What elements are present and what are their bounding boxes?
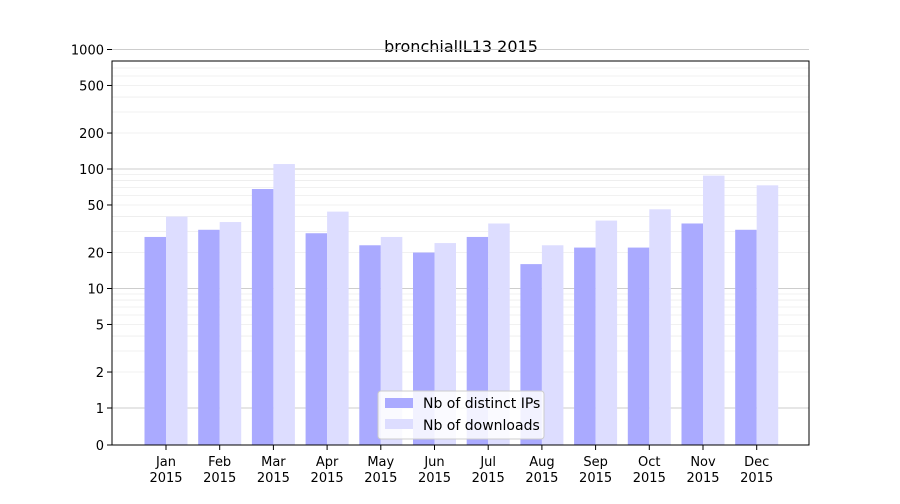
- x-tick-label-line: Nov: [690, 455, 716, 470]
- y-tick-label: 2: [96, 366, 104, 381]
- y-tick-label: 100: [79, 163, 104, 178]
- x-tick-label: Sep 2015: [579, 455, 612, 486]
- x-tick-label-line: Mar: [261, 455, 286, 470]
- x-tick-label-line: 2015: [203, 471, 236, 486]
- x-tick-label: Oct 2015: [633, 455, 666, 486]
- legend-swatch-distinct-ips: [385, 398, 413, 408]
- bar-distinct-ips: [144, 236, 166, 445]
- x-tick-label: Feb 2015: [203, 455, 236, 486]
- legend-box: [377, 390, 545, 440]
- x-tick-label: Apr 2015: [311, 455, 344, 486]
- x-tick-label: Nov 2015: [686, 455, 719, 486]
- bar-downloads: [756, 185, 779, 445]
- bar-downloads: [649, 209, 671, 445]
- x-tick-label-line: Apr: [316, 455, 339, 470]
- x-tick-label-line: 2015: [364, 471, 397, 486]
- legend: Nb of distinct IPs Nb of downloads: [377, 390, 545, 440]
- y-tick-label: 50: [87, 199, 104, 214]
- x-tick-label-line: 2015: [686, 471, 719, 486]
- x-tick-label-line: May: [367, 455, 394, 470]
- bar-downloads: [703, 175, 725, 445]
- y-tick-label: 20: [87, 247, 104, 262]
- y-tick-label: 1000: [71, 44, 104, 59]
- chart-title: bronchialIL13 2015: [384, 37, 538, 56]
- x-tick-label-line: 2015: [472, 471, 505, 486]
- y-tick-label: 500: [79, 79, 104, 94]
- x-tick-label-line: Jun: [423, 455, 444, 470]
- bar-distinct-ips: [681, 223, 703, 445]
- y-tick-label: 200: [79, 127, 104, 142]
- x-tick-label-line: 2015: [418, 471, 451, 486]
- x-tick-label-line: 2015: [579, 471, 612, 486]
- bar-distinct-ips: [305, 233, 328, 445]
- y-tick-label: 5: [96, 318, 104, 333]
- x-tick-label-line: 2015: [740, 471, 773, 486]
- bar-distinct-ips: [627, 247, 650, 445]
- x-tick-label-line: 2015: [633, 471, 666, 486]
- legend-label-downloads: Nb of downloads: [423, 418, 540, 434]
- bar-distinct-ips: [735, 229, 757, 445]
- x-tick-label-line: Oct: [638, 455, 660, 470]
- y-tick-label: 0: [96, 439, 104, 454]
- x-tick-label-line: 2015: [311, 471, 344, 486]
- bar-downloads: [166, 216, 188, 445]
- x-tick-label-line: 2015: [525, 471, 558, 486]
- bar-downloads: [219, 222, 242, 445]
- x-tick-label: Mar 2015: [257, 455, 290, 486]
- x-tick-label-line: Feb: [208, 455, 231, 470]
- bar-downloads: [595, 220, 618, 445]
- x-tick-label-line: Jul: [479, 455, 496, 470]
- bar-distinct-ips: [198, 229, 220, 445]
- x-tick-label: Dec 2015: [740, 455, 773, 486]
- x-tick-label: Aug 2015: [525, 455, 558, 486]
- bar-distinct-ips: [574, 247, 596, 445]
- x-tick-label: Jun 2015: [418, 455, 451, 486]
- legend-label-distinct-ips: Nb of distinct IPs: [423, 396, 540, 412]
- x-tick-label-line: Aug: [529, 455, 554, 470]
- y-tick-label: 10: [87, 283, 104, 298]
- x-tick-label-line: Jan: [155, 455, 176, 470]
- x-tick-label-line: 2015: [257, 471, 290, 486]
- bar-downloads: [273, 164, 295, 445]
- x-tick-label-line: Sep: [583, 455, 608, 470]
- bar-downloads: [541, 245, 564, 445]
- x-tick-label-line: Dec: [744, 455, 769, 470]
- bar-distinct-ips: [359, 245, 381, 445]
- x-tick-label: Jan 2015: [149, 455, 182, 486]
- bar-distinct-ips: [251, 189, 274, 445]
- bar-downloads: [488, 223, 510, 445]
- legend-swatch-downloads: [385, 419, 413, 429]
- x-tick-label: Jul 2015: [472, 455, 505, 486]
- x-tick-label: May 2015: [364, 455, 397, 486]
- x-tick-label-line: 2015: [149, 471, 182, 486]
- y-axis: 0 1 2 5 10 20 50 100 200 500 1000: [71, 44, 112, 454]
- bar-downloads: [327, 211, 349, 445]
- y-tick-label: 1: [96, 402, 104, 417]
